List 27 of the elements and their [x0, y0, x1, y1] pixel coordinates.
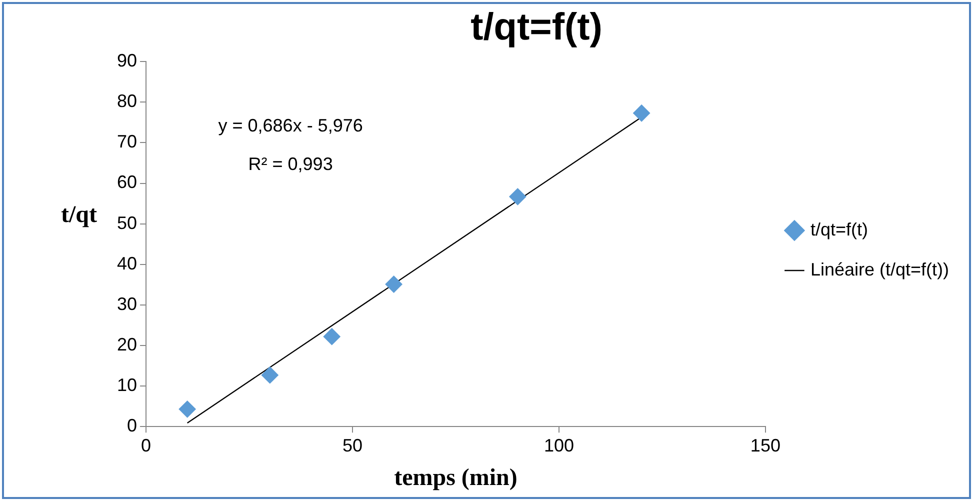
x-tick-label: 0	[141, 435, 152, 456]
x-tick-label: 100	[544, 435, 574, 456]
y-axis-title: t/qt	[61, 202, 98, 228]
point	[323, 328, 340, 346]
legend-label: Linéaire (t/qt=f(t))	[810, 259, 950, 280]
y-tick-label: 70	[116, 132, 138, 152]
point	[178, 400, 196, 418]
y-tick-label: 50	[116, 212, 138, 233]
y-tick-label: 90	[116, 50, 138, 71]
y-tick-label: 30	[116, 294, 138, 314]
chart-title: t/qt=f(t)	[470, 6, 602, 48]
point	[633, 104, 650, 122]
y-tick-label: 0	[127, 416, 138, 436]
point	[261, 366, 278, 384]
y-tick-label: 60	[116, 172, 138, 192]
point	[385, 276, 402, 293]
x-axis-title: temps (min)	[394, 464, 518, 491]
x-tick-label: 50	[342, 435, 363, 456]
legend-label: t/qt=f(t)	[810, 219, 868, 240]
y-tick-label: 80	[116, 91, 138, 112]
y-tick-label: 20	[116, 334, 138, 354]
y-tick-label: 40	[116, 253, 138, 274]
annotation: R² = 0,993	[248, 154, 333, 174]
annotation: y = 0,686x - 5,976	[218, 115, 363, 136]
point	[509, 188, 526, 206]
x-tick-label: 150	[750, 435, 780, 456]
y-tick-label: 10	[116, 375, 138, 396]
